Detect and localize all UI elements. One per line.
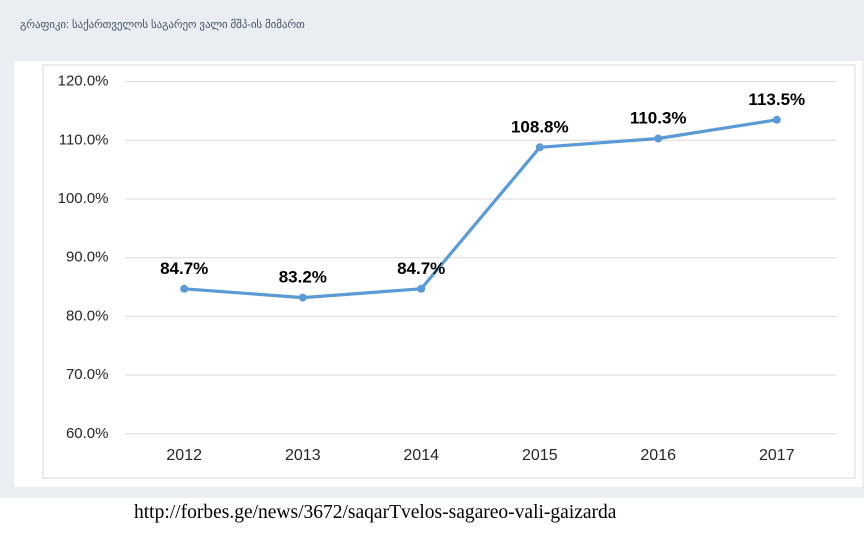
svg-text:100.0%: 100.0% (58, 190, 109, 207)
svg-text:2012: 2012 (166, 447, 202, 464)
svg-text:80.0%: 80.0% (66, 307, 109, 324)
svg-text:84.7%: 84.7% (160, 259, 208, 278)
svg-text:70.0%: 70.0% (66, 366, 109, 383)
svg-text:110.3%: 110.3% (630, 109, 687, 128)
svg-text:2013: 2013 (285, 447, 321, 464)
svg-text:113.5%: 113.5% (748, 90, 805, 109)
svg-text:84.7%: 84.7% (397, 259, 445, 278)
svg-text:2015: 2015 (522, 447, 558, 464)
svg-text:60.0%: 60.0% (66, 425, 109, 442)
svg-text:2016: 2016 (640, 447, 676, 464)
svg-text:110.0%: 110.0% (59, 131, 109, 148)
svg-text:90.0%: 90.0% (66, 249, 109, 266)
svg-text:83.2%: 83.2% (279, 268, 327, 287)
svg-text:108.8%: 108.8% (511, 117, 569, 136)
svg-text:2017: 2017 (759, 447, 795, 464)
svg-text:2014: 2014 (403, 447, 439, 464)
svg-text:120.0%: 120.0% (58, 73, 109, 90)
